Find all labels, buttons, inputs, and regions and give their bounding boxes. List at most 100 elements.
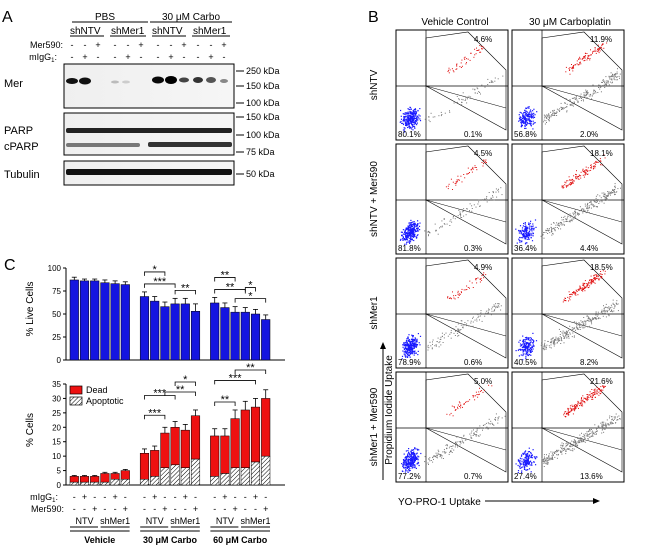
- flow-event: [402, 113, 404, 115]
- flow-event: [470, 169, 472, 171]
- flow-event: [555, 338, 556, 340]
- flow-event: [592, 84, 594, 86]
- flow-event: [586, 319, 588, 321]
- flow-event: [530, 225, 532, 227]
- flow-event: [416, 122, 418, 124]
- flow-event: [526, 113, 528, 115]
- flow-event: [466, 58, 468, 60]
- flow-event: [599, 273, 601, 275]
- flow-event: [435, 230, 437, 232]
- flow-event: [563, 338, 565, 339]
- flow-event: [402, 129, 405, 131]
- flow-event: [524, 226, 526, 228]
- flow-event: [530, 116, 532, 118]
- flow-event: [411, 452, 413, 454]
- flow-event: [575, 97, 577, 99]
- flow-event: [583, 434, 585, 436]
- flow-event: [443, 218, 445, 220]
- flow-event: [522, 339, 524, 341]
- flow-event: [463, 57, 465, 59]
- flow-event: [403, 231, 406, 233]
- flow-event: [410, 239, 412, 241]
- flow-event: [412, 129, 414, 131]
- flow-pct-live: 77.2%: [398, 472, 421, 481]
- flow-event: [410, 231, 412, 234]
- bar-live: [240, 311, 250, 361]
- flow-event: [611, 82, 613, 84]
- flow-event: [528, 455, 530, 457]
- flow-event: [407, 336, 409, 338]
- flow-event: [404, 460, 406, 462]
- flow-event: [589, 201, 591, 203]
- flow-event: [436, 455, 438, 457]
- flow-event: [544, 117, 546, 119]
- flow-event: [594, 424, 596, 426]
- flow-event: [592, 168, 594, 170]
- flow-event: [412, 452, 414, 454]
- flow-event: [565, 98, 567, 100]
- flow-event: [467, 167, 469, 169]
- bar-dead: [230, 418, 240, 468]
- flow-event: [595, 195, 597, 197]
- sig-star-live: *: [153, 264, 158, 276]
- flow-event: [410, 233, 412, 235]
- flow-event: [402, 350, 404, 352]
- flow-event: [409, 115, 411, 117]
- flow-event: [464, 56, 466, 58]
- sig-bracket-live: [144, 271, 166, 276]
- flow-event: [403, 348, 405, 350]
- flow-event: [569, 407, 571, 409]
- flow-event: [471, 210, 473, 212]
- flow-event: [524, 125, 526, 127]
- flow-event: [571, 327, 573, 329]
- flow-event: [589, 319, 591, 321]
- flow-event: [574, 439, 576, 441]
- flow-event: [409, 454, 411, 456]
- flow-event: [545, 347, 547, 349]
- flow-event: [401, 234, 403, 236]
- flow-event: [561, 453, 563, 455]
- flow-event: [608, 76, 610, 78]
- flow-event: [482, 46, 484, 48]
- flow-event: [407, 230, 409, 232]
- flow-event: [564, 447, 566, 449]
- flow-event: [436, 454, 438, 456]
- flow-event: [412, 228, 414, 230]
- flow-event: [592, 397, 593, 398]
- flow-event: [518, 117, 521, 119]
- flow-event: [407, 461, 409, 463]
- flow-event: [583, 401, 585, 403]
- flow-event: [579, 438, 581, 440]
- flow-gate: [425, 259, 507, 359]
- flow-event: [445, 444, 447, 446]
- flow-event: [617, 68, 618, 70]
- flow-event: [532, 339, 534, 341]
- flow-event: [452, 445, 454, 447]
- flow-event: [613, 77, 615, 79]
- flow-event: [526, 459, 528, 462]
- flow-event: [525, 228, 528, 231]
- flow-event: [475, 167, 477, 168]
- flow-event: [526, 338, 528, 341]
- flow-event: [454, 335, 456, 336]
- flow-event: [588, 55, 590, 57]
- flow-event: [598, 317, 600, 319]
- bar-live: [120, 284, 130, 361]
- flow-event: [547, 340, 549, 342]
- flow-event: [406, 237, 408, 239]
- flow-event: [610, 78, 612, 80]
- flow-event: [595, 390, 597, 392]
- flow-event: [561, 338, 562, 340]
- flow-event: [414, 337, 416, 339]
- flow-event: [475, 431, 477, 432]
- flow-gate: [541, 259, 623, 359]
- flow-event: [456, 444, 458, 445]
- flow-event: [580, 320, 582, 322]
- flow-event: [605, 310, 607, 312]
- flow-event: [406, 344, 408, 346]
- flow-event: [584, 174, 586, 176]
- flow-event: [583, 57, 585, 59]
- flow-event: [410, 121, 412, 123]
- flow-event: [586, 397, 588, 399]
- flow-event: [401, 231, 403, 233]
